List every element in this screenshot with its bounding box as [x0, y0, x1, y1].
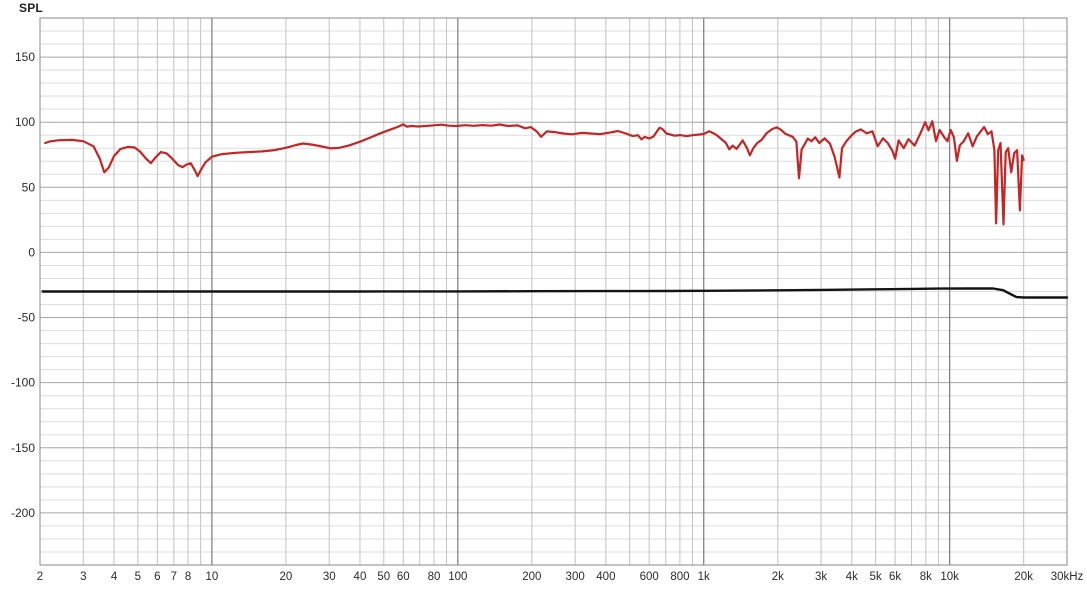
x-tick-label: 20: [280, 571, 293, 583]
y-axis-title: SPL: [19, 1, 43, 15]
x-tick-label: 3k: [815, 571, 827, 583]
x-tick-label: 8: [185, 571, 191, 583]
x-tick-label: 7: [171, 571, 177, 583]
x-tick-label: 6: [154, 571, 160, 583]
x-tick-label: 8k: [920, 571, 932, 583]
y-tick-label: 50: [22, 180, 36, 194]
x-tick-label: 10: [205, 571, 218, 583]
x-tick-label: 30: [323, 571, 336, 583]
y-tick-label: 0: [28, 245, 35, 259]
x-tick-label: 4: [111, 571, 118, 583]
x-tick-label: 4k: [846, 571, 858, 583]
x-tick-label: 10k: [940, 571, 959, 583]
x-tick-label: 200: [522, 571, 541, 583]
y-tick-label: -50: [18, 311, 36, 325]
x-tick-label: 800: [670, 571, 689, 583]
x-tick-label: 60: [397, 571, 410, 583]
x-tick-label: 6k: [889, 571, 901, 583]
x-tick-label: 40: [354, 571, 367, 583]
y-tick-label: 150: [15, 50, 35, 64]
x-tick-label: 300: [566, 571, 585, 583]
x-tick-label: 1k: [698, 571, 710, 583]
x-tick-label: 2k: [772, 571, 784, 583]
x-tick-label: 400: [596, 571, 615, 583]
y-tick-label: -100: [11, 376, 35, 390]
x-tick-label: 100: [448, 571, 467, 583]
x-tick-label: 3: [80, 571, 86, 583]
y-tick-label: -200: [11, 506, 35, 520]
y-tick-label: 100: [15, 115, 35, 129]
x-tick-label: 80: [428, 571, 441, 583]
x-tick-label: 20k: [1014, 571, 1033, 583]
y-tick-label: -150: [11, 441, 35, 455]
x-tick-label: 2: [37, 571, 43, 583]
plot-border: [39, 17, 1068, 566]
series-measurement-line: [44, 120, 1025, 226]
x-tick-label: 5k: [870, 571, 882, 583]
series-reference-line: [41, 287, 1069, 299]
x-tick-label: 50: [377, 571, 390, 583]
x-tick-label: 600: [640, 571, 659, 583]
x-tick-label: 30kHz: [1051, 571, 1084, 583]
x-tick-label: 5: [135, 571, 141, 583]
